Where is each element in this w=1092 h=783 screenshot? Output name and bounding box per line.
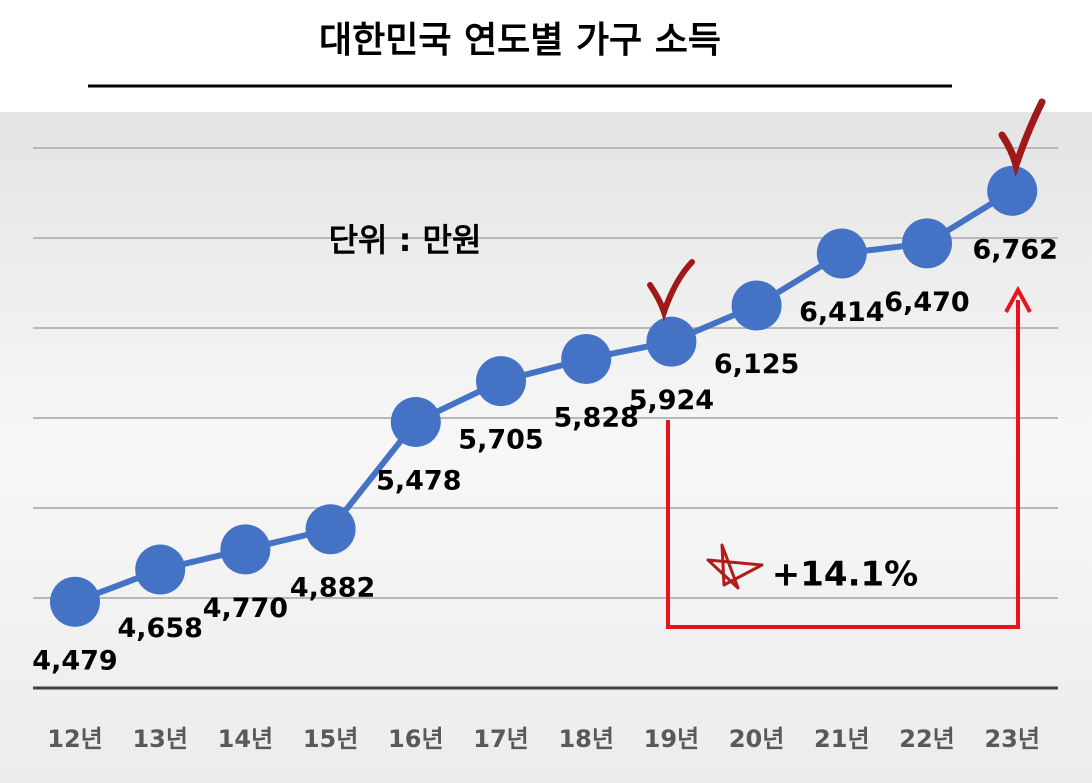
unit-note: 단위 : 만원 xyxy=(329,221,482,259)
data-point xyxy=(305,504,356,555)
data-point xyxy=(902,218,952,269)
x-tick-label: 16년 xyxy=(388,725,443,753)
x-tick-label: 15년 xyxy=(303,725,358,753)
arrow-head xyxy=(1004,285,1032,313)
change-label: +14.1% xyxy=(772,555,918,595)
grid xyxy=(33,147,1058,599)
data-point xyxy=(816,228,867,279)
value-label: 4,658 xyxy=(117,613,202,644)
x-tick-label: 19년 xyxy=(644,725,699,753)
x-tick-label: 12년 xyxy=(47,725,102,753)
data-point xyxy=(390,396,441,447)
check-mark xyxy=(998,98,1046,178)
value-label: 4,770 xyxy=(203,593,288,624)
data-point xyxy=(50,576,100,627)
x-tick-label: 22년 xyxy=(899,725,954,753)
data-point xyxy=(476,356,526,407)
x-tick-label: 21년 xyxy=(814,725,869,753)
x-tick-label: 23년 xyxy=(984,725,1039,753)
value-label: 5,924 xyxy=(629,385,714,416)
check-mark xyxy=(647,259,695,322)
chart-title: 대한민국 연도별 가구 소득 xyxy=(319,20,721,61)
value-label: 6,414 xyxy=(799,297,884,328)
value-label: 5,478 xyxy=(376,465,461,496)
value-label: 6,470 xyxy=(884,287,969,318)
data-point xyxy=(561,333,612,384)
value-label: 4,479 xyxy=(32,645,117,676)
x-tick-label: 13년 xyxy=(132,725,187,753)
value-label: 5,705 xyxy=(458,425,543,456)
value-label: 6,762 xyxy=(972,234,1057,265)
data-point xyxy=(731,280,782,331)
x-tick-label: 20년 xyxy=(729,725,784,753)
value-label: 6,125 xyxy=(714,349,799,380)
data-point xyxy=(135,544,186,595)
plot-background xyxy=(0,112,1092,783)
x-tick-label: 14년 xyxy=(218,725,273,753)
value-label: 5,828 xyxy=(553,402,638,433)
value-label: 4,882 xyxy=(290,573,375,604)
data-point xyxy=(987,165,1038,216)
x-tick-label: 18년 xyxy=(558,725,613,753)
x-tick-label: 17년 xyxy=(473,725,528,753)
change-bracket xyxy=(666,300,1020,629)
series xyxy=(50,165,1038,627)
data-point xyxy=(646,316,697,367)
star-doodle xyxy=(706,543,764,590)
data-point xyxy=(220,524,271,575)
